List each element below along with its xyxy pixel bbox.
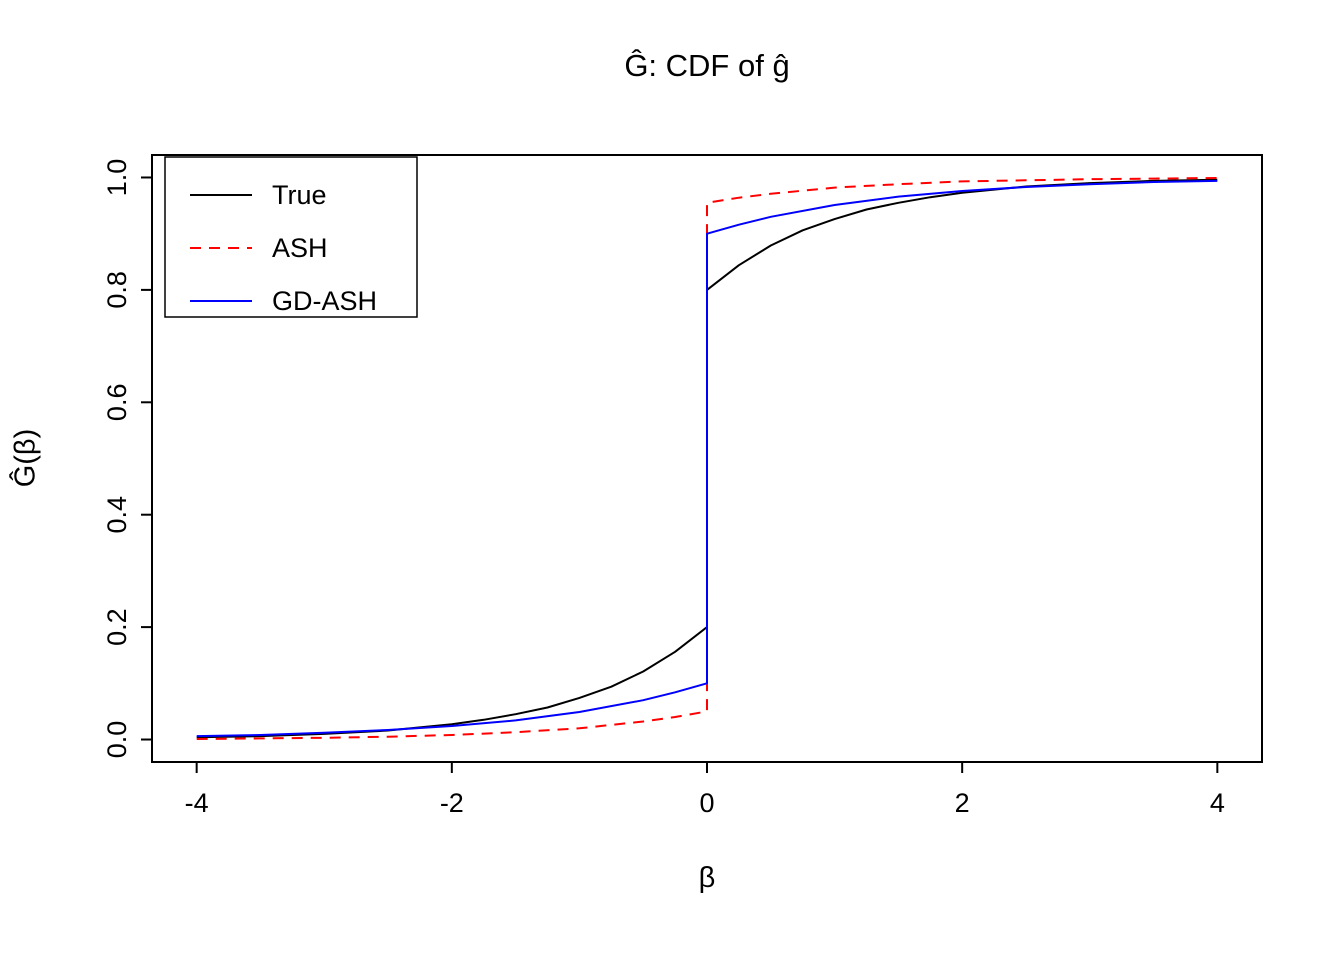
y-axis-label: Ĝ(β) [9, 428, 42, 488]
y-tick-label: 0.8 [102, 271, 132, 309]
x-tick-label: 2 [955, 788, 970, 818]
x-tick-label: 0 [699, 788, 714, 818]
legend-label-gd-ash: GD-ASH [272, 286, 377, 316]
y-tick-label: 0.6 [102, 384, 132, 422]
series-line-gd-ash [196, 179, 1218, 738]
x-tick-label: -4 [185, 788, 209, 818]
chart-title: Ĝ: CDF of ĝ [624, 48, 790, 83]
y-tick-label: 0.0 [102, 721, 132, 759]
x-axis-label: β [698, 862, 716, 894]
legend-label-true: True [272, 180, 327, 210]
x-tick-label: 4 [1210, 788, 1225, 818]
legend-label-ash: ASH [272, 233, 328, 263]
y-tick-label: 0.4 [102, 496, 132, 534]
y-tick-label: 1.0 [102, 159, 132, 197]
y-tick-label: 0.2 [102, 608, 132, 646]
x-tick-label: -2 [440, 788, 464, 818]
legend-box [164, 156, 418, 318]
